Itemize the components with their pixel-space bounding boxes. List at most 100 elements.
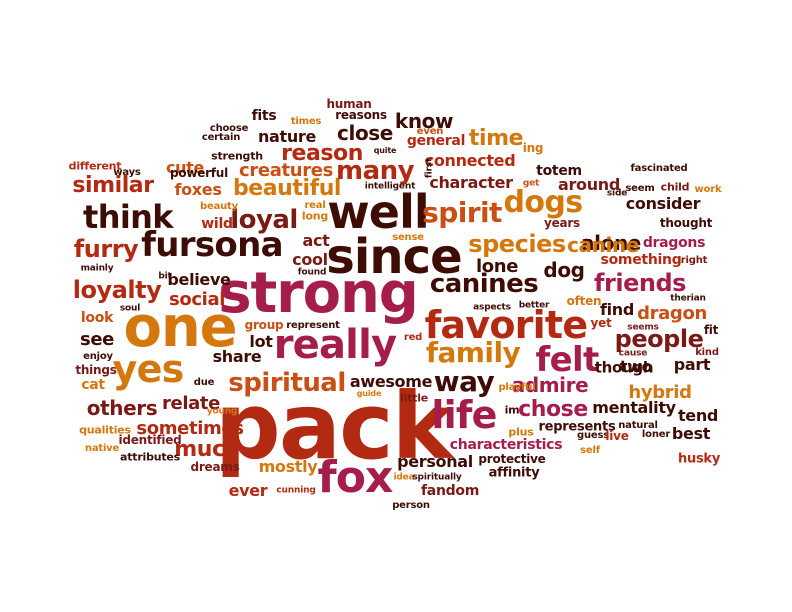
word-beautiful: beautiful	[232, 176, 342, 201]
word-similar: similar	[72, 173, 154, 198]
word-others: others	[86, 396, 158, 420]
word-live: live	[605, 429, 629, 443]
word-protective: protective	[478, 452, 546, 466]
word-idea: idea	[393, 472, 415, 483]
word-best: best	[671, 424, 711, 443]
word-look: look	[80, 310, 114, 326]
word-right: right	[680, 255, 708, 266]
word-guide: guide	[356, 389, 382, 398]
word-find: find	[599, 300, 635, 319]
word-bit: bit	[158, 271, 172, 282]
word-social: social	[168, 289, 226, 310]
word-attributes: attributes	[120, 450, 180, 464]
word-time: time	[468, 126, 524, 151]
word-natural: natural	[618, 420, 658, 431]
word-tend: tend	[677, 406, 719, 425]
word-dogs: dogs	[503, 185, 583, 220]
word-beauty: beauty	[200, 201, 238, 212]
word-fascinated: fascinated	[630, 163, 688, 174]
word-found: found	[297, 267, 327, 278]
word-even: even	[416, 126, 444, 137]
word-ing: ing	[522, 141, 544, 155]
word-fits: fits	[251, 108, 277, 124]
word-sometimes: sometimes	[136, 418, 244, 439]
word-cause: cause	[618, 348, 648, 359]
word-much: much	[174, 437, 240, 462]
word-side: side	[606, 188, 628, 199]
word-loyalty: loyalty	[72, 276, 162, 304]
word-guess: guess	[577, 430, 609, 441]
word-admire: admire	[511, 373, 589, 397]
word-wild: wild	[201, 216, 233, 232]
word-people: people	[614, 325, 704, 353]
word-get: get	[522, 178, 540, 189]
word-years: years	[544, 216, 580, 230]
word-self: self	[580, 445, 600, 456]
word-relate: relate	[161, 393, 221, 414]
word-long: long	[301, 209, 329, 223]
word-person: person	[392, 500, 430, 511]
word-life: life	[431, 393, 497, 437]
word-thought: thought	[659, 216, 713, 230]
word-playful: playful	[498, 382, 536, 393]
word-first: first	[424, 157, 435, 179]
word-plus: plus	[508, 425, 534, 439]
word-family: family	[425, 336, 521, 369]
word-cat: cat	[81, 377, 105, 393]
word-though: though	[594, 358, 654, 377]
word-nature: nature	[257, 127, 317, 146]
word-ways: ways	[113, 167, 141, 178]
word-part: part	[673, 355, 711, 374]
word-qualities: qualities	[79, 423, 131, 437]
word-real: real	[304, 200, 326, 211]
word-strong: strong	[218, 261, 419, 326]
word-species: species	[468, 230, 566, 258]
word-certain: certain	[201, 132, 241, 143]
word-canines: canines	[429, 269, 539, 299]
word-character: character	[429, 173, 513, 192]
word-well: well	[327, 185, 429, 239]
word-things: things	[75, 363, 117, 377]
word-since: since	[326, 229, 462, 285]
word-better: better	[518, 300, 550, 311]
word-enjoy: enjoy	[83, 351, 113, 362]
word-seems: seems	[627, 322, 659, 333]
word-spirit: spirit	[422, 196, 502, 229]
word-fandom: fandom	[420, 483, 480, 499]
word-dragons: dragons	[642, 235, 706, 251]
word-different: different	[68, 159, 122, 173]
word-spiritual: spiritual	[228, 368, 346, 398]
word-around: around	[558, 175, 620, 194]
word-aspects: aspects	[473, 302, 511, 313]
word-choose: choose	[209, 123, 249, 134]
word-loyal: loyal	[230, 205, 298, 235]
word-group: group	[244, 318, 284, 332]
word-often: often	[566, 294, 602, 308]
word-ever: ever	[228, 481, 268, 500]
word-dog: dog	[543, 258, 585, 282]
word-really: really	[273, 322, 397, 368]
word-mainly: mainly	[80, 263, 114, 274]
word-mentality: mentality	[592, 398, 676, 417]
word-cunning: cunning	[276, 485, 316, 496]
word-fox: fox	[317, 452, 393, 503]
word-yes: yes	[112, 347, 185, 391]
word-share: share	[212, 347, 262, 366]
word-pack: pack	[214, 373, 453, 480]
word-spiritually: spiritually	[412, 472, 462, 483]
word-young: young	[206, 406, 238, 417]
word-believe: believe	[167, 270, 231, 289]
word-characteristics: characteristics	[449, 437, 563, 453]
word-see: see	[79, 329, 115, 350]
word-felt: felt	[535, 340, 599, 380]
word-intelligent: intelligent	[364, 181, 416, 192]
word-chose: chose	[518, 397, 588, 422]
word-totem: totem	[536, 163, 582, 179]
word-human: human	[326, 97, 372, 111]
word-native: native	[84, 443, 120, 454]
word-powerful: powerful	[170, 166, 228, 180]
word-cool: cool	[292, 250, 328, 269]
word-identified: identified	[118, 433, 182, 447]
word-furry: furry	[73, 235, 139, 263]
